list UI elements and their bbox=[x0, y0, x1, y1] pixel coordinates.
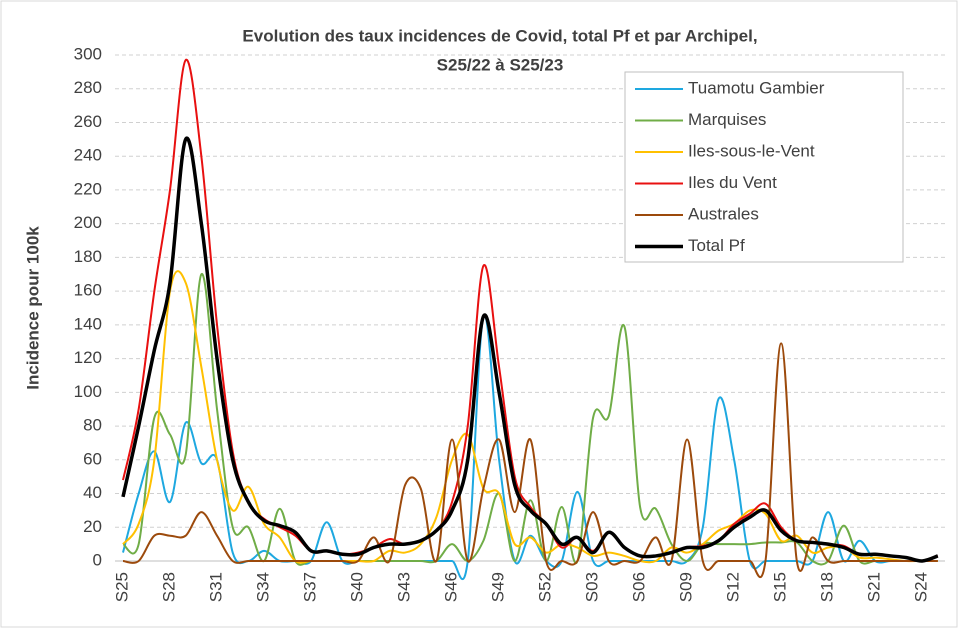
y-tick-label: 280 bbox=[74, 78, 102, 97]
series-line bbox=[122, 313, 938, 580]
y-tick-label: 140 bbox=[74, 314, 102, 333]
x-tick-label: S52 bbox=[536, 572, 555, 602]
legend-label: Total Pf bbox=[688, 236, 745, 255]
chart-title: S25/22 à S25/23 bbox=[437, 55, 564, 74]
y-axis-label: Incidence pour 100k bbox=[23, 226, 42, 390]
series-line bbox=[121, 136, 939, 563]
x-tick-label: S25 bbox=[112, 572, 131, 602]
x-tick-label: S40 bbox=[348, 572, 367, 602]
y-tick-label: 60 bbox=[83, 449, 102, 468]
legend-box bbox=[624, 71, 904, 263]
series-line bbox=[122, 342, 938, 579]
y-tick-label: 240 bbox=[74, 146, 102, 165]
x-tick-label: S49 bbox=[489, 572, 508, 602]
y-tick-label: 20 bbox=[83, 517, 102, 536]
y-tick-label: 100 bbox=[74, 382, 102, 401]
legend-label: Marquises bbox=[688, 110, 766, 129]
x-tick-label: S18 bbox=[818, 572, 837, 602]
y-tick-label: 300 bbox=[74, 44, 102, 63]
x-tick-label: S06 bbox=[630, 572, 649, 602]
y-tick-label: 200 bbox=[74, 213, 102, 232]
x-tick-label: S09 bbox=[677, 572, 696, 602]
legend-label: Tuamotu Gambier bbox=[688, 78, 825, 97]
x-tick-label: S15 bbox=[771, 572, 790, 602]
x-tick-label: S28 bbox=[159, 572, 178, 602]
y-tick-label: 0 bbox=[93, 550, 102, 569]
x-tick-label: S34 bbox=[254, 572, 273, 602]
x-tick-label: S21 bbox=[865, 572, 884, 602]
x-tick-label: S12 bbox=[724, 572, 743, 602]
x-tick-label: S43 bbox=[395, 572, 414, 602]
x-tick-label: S46 bbox=[442, 572, 461, 602]
legend-label: Iles-sous-le-Vent bbox=[688, 141, 815, 160]
y-tick-label: 260 bbox=[74, 112, 102, 131]
series-line bbox=[122, 273, 938, 566]
y-tick-label: 40 bbox=[83, 483, 102, 502]
legend-label: Iles du Vent bbox=[688, 173, 777, 192]
series-line bbox=[122, 270, 938, 564]
legend-label: Australes bbox=[688, 204, 759, 223]
x-tick-label: S24 bbox=[912, 572, 931, 602]
y-tick-label: 120 bbox=[74, 348, 102, 367]
y-tick-label: 160 bbox=[74, 281, 102, 300]
x-tick-label: S03 bbox=[583, 572, 602, 602]
y-tick-label: 180 bbox=[74, 247, 102, 266]
y-tick-label: 80 bbox=[83, 416, 102, 435]
y-tick-label: 220 bbox=[74, 179, 102, 198]
x-tick-label: S31 bbox=[207, 572, 226, 602]
x-tick-label: S37 bbox=[301, 572, 320, 602]
chart-title: Evolution des taux incidences de Covid, … bbox=[242, 26, 757, 45]
